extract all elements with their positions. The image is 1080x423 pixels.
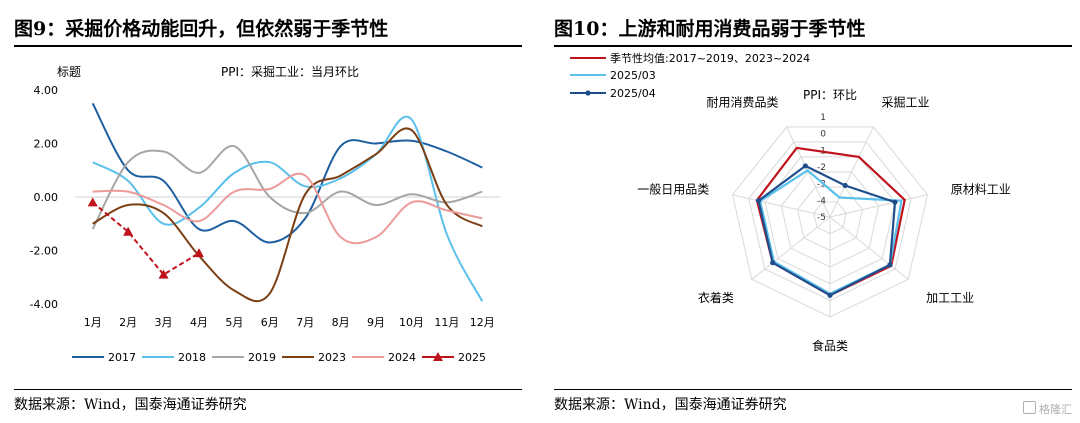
radar-point [892,199,898,205]
radar-spoke [751,216,831,280]
series-point-2025 [158,269,169,279]
x-tick-label: 12月 [470,316,495,329]
radar-tick-label: -5 [817,213,826,223]
radar-legend-marker [585,90,591,96]
radar-spoke [829,216,909,280]
radar-point [842,182,848,189]
radar-spoke [829,194,928,218]
radar-tick-label: 0 [820,130,826,140]
radar-tick-label: -4 [817,196,826,206]
radar-grid-ring [731,126,929,318]
radar-grid-ring [764,156,896,285]
y-tick-label: -4.00 [30,298,58,311]
radar-point [770,260,776,266]
legend-label-2023: 2023 [318,351,346,364]
series-line-2024 [92,172,483,245]
legend-label-2025: 2025 [458,351,486,364]
radar-axis-label: 一般日用品类 [637,182,709,197]
radar-point [887,262,893,268]
figure-10-title: 图10：上游和耐用消费品弱于季节性 [554,18,866,40]
y-tick-label: 4.00 [34,84,59,97]
radar-legend-label-2: 2025/04 [610,87,656,100]
x-tick-label: 2月 [119,316,137,329]
radar-axis-label: 衣着类 [698,290,734,305]
radar-axis-label: 原材料工业 [951,183,1011,197]
radar-grid-ring [796,186,864,251]
x-tick-label: 10月 [399,316,424,329]
radar-grid-ring [780,171,880,268]
title-rule [14,45,522,47]
legend-marker-2025 [433,352,443,361]
legend-label-2018: 2018 [178,351,206,364]
radar-point [802,163,809,169]
radar-legend-label-0: 季节性均值:2017~2019、2023~2024 [610,51,810,65]
x-tick-label: 7月 [296,316,314,329]
radar-legend-label-1: 2025/03 [610,69,656,82]
radar-axis-label: 耐用消费品类 [706,96,778,110]
y-axis-label: 标题 [57,65,81,79]
x-tick-label: 4月 [190,316,208,329]
series-point-2025 [123,226,134,236]
radar-series-1 [758,169,903,295]
radar-chart-panel: 图10：上游和耐用消费品弱于季节性 1 0 -1 -2 -3 -4 -5 PPI：环比 采掘工业… [540,0,1080,423]
x-tick-label: 11月 [434,316,459,329]
radar-grid-ring [748,141,912,301]
radar-chart: 10-1-2-3-4-5PPI：环比采掘工业原材料工业加工工业食品类衣着类一般日… [570,51,1011,353]
radar-axis-label: 加工工业 [926,291,974,305]
y-tick-label: -2.00 [30,245,58,258]
x-tick-label: 3月 [155,316,173,329]
x-tick-label: 5月 [225,316,243,329]
y-tick-label: 2.00 [34,138,59,151]
radar-series-0 [755,146,906,297]
radar-tick-label: 1 [820,113,826,123]
chart-title: PPI：采掘工业：当月环比 [221,64,359,79]
legend-label-2024: 2024 [388,351,416,364]
figure-9-title: 图9：采掘价格动能回升，但依然弱于季节性 [14,18,389,40]
radar-series-2 [757,164,897,297]
x-tick-label: 1月 [84,316,102,329]
y-tick-label: 0.00 [34,191,59,204]
radar-tick-label: -2 [817,163,826,173]
radar-spoke [829,126,874,218]
radar-axis-label: 采掘工业 [882,95,930,110]
legend-label-2019: 2019 [248,351,276,364]
radar-grid-ring [813,201,847,235]
series-point-2025 [193,248,204,258]
series-line-2019 [91,145,483,230]
line-chart: 标题 PPI：采掘工业：当月环比 4.00 2.00 0.00 -2.00 -4.00 1月 2… [30,64,500,364]
radar-tick-label: -3 [817,180,826,190]
series-line-2023 [92,127,483,303]
x-tick-label: 8月 [332,316,350,329]
figure-10-source: 数据来源：Wind，国泰海通证券研究 [554,397,787,413]
source-rule [554,389,1072,390]
radar-axis-label: 食品类 [812,338,848,353]
title-rule [554,45,1072,47]
legend-label-2017: 2017 [108,351,136,364]
radar-point [827,292,833,298]
radar-spoke [732,194,831,218]
radar-point [755,198,762,204]
series-point-2025 [87,197,98,207]
figure-9-source: 数据来源：Wind，国泰海通证券研究 [14,397,247,413]
watermark-logo-icon [1023,401,1036,414]
watermark: 格隆汇 [1023,401,1072,417]
radar-title: PPI：环比 [803,88,857,102]
source-rule [14,389,522,390]
series-line-2025 [92,201,200,276]
line-chart-panel: 图9：采掘价格动能回升，但依然弱于季节性 标题 PPI：采掘工业：当月环比 4.00… [0,0,530,423]
watermark-text: 格隆汇 [1039,403,1072,416]
x-tick-label: 6月 [261,316,279,329]
x-tick-label: 9月 [367,316,385,329]
